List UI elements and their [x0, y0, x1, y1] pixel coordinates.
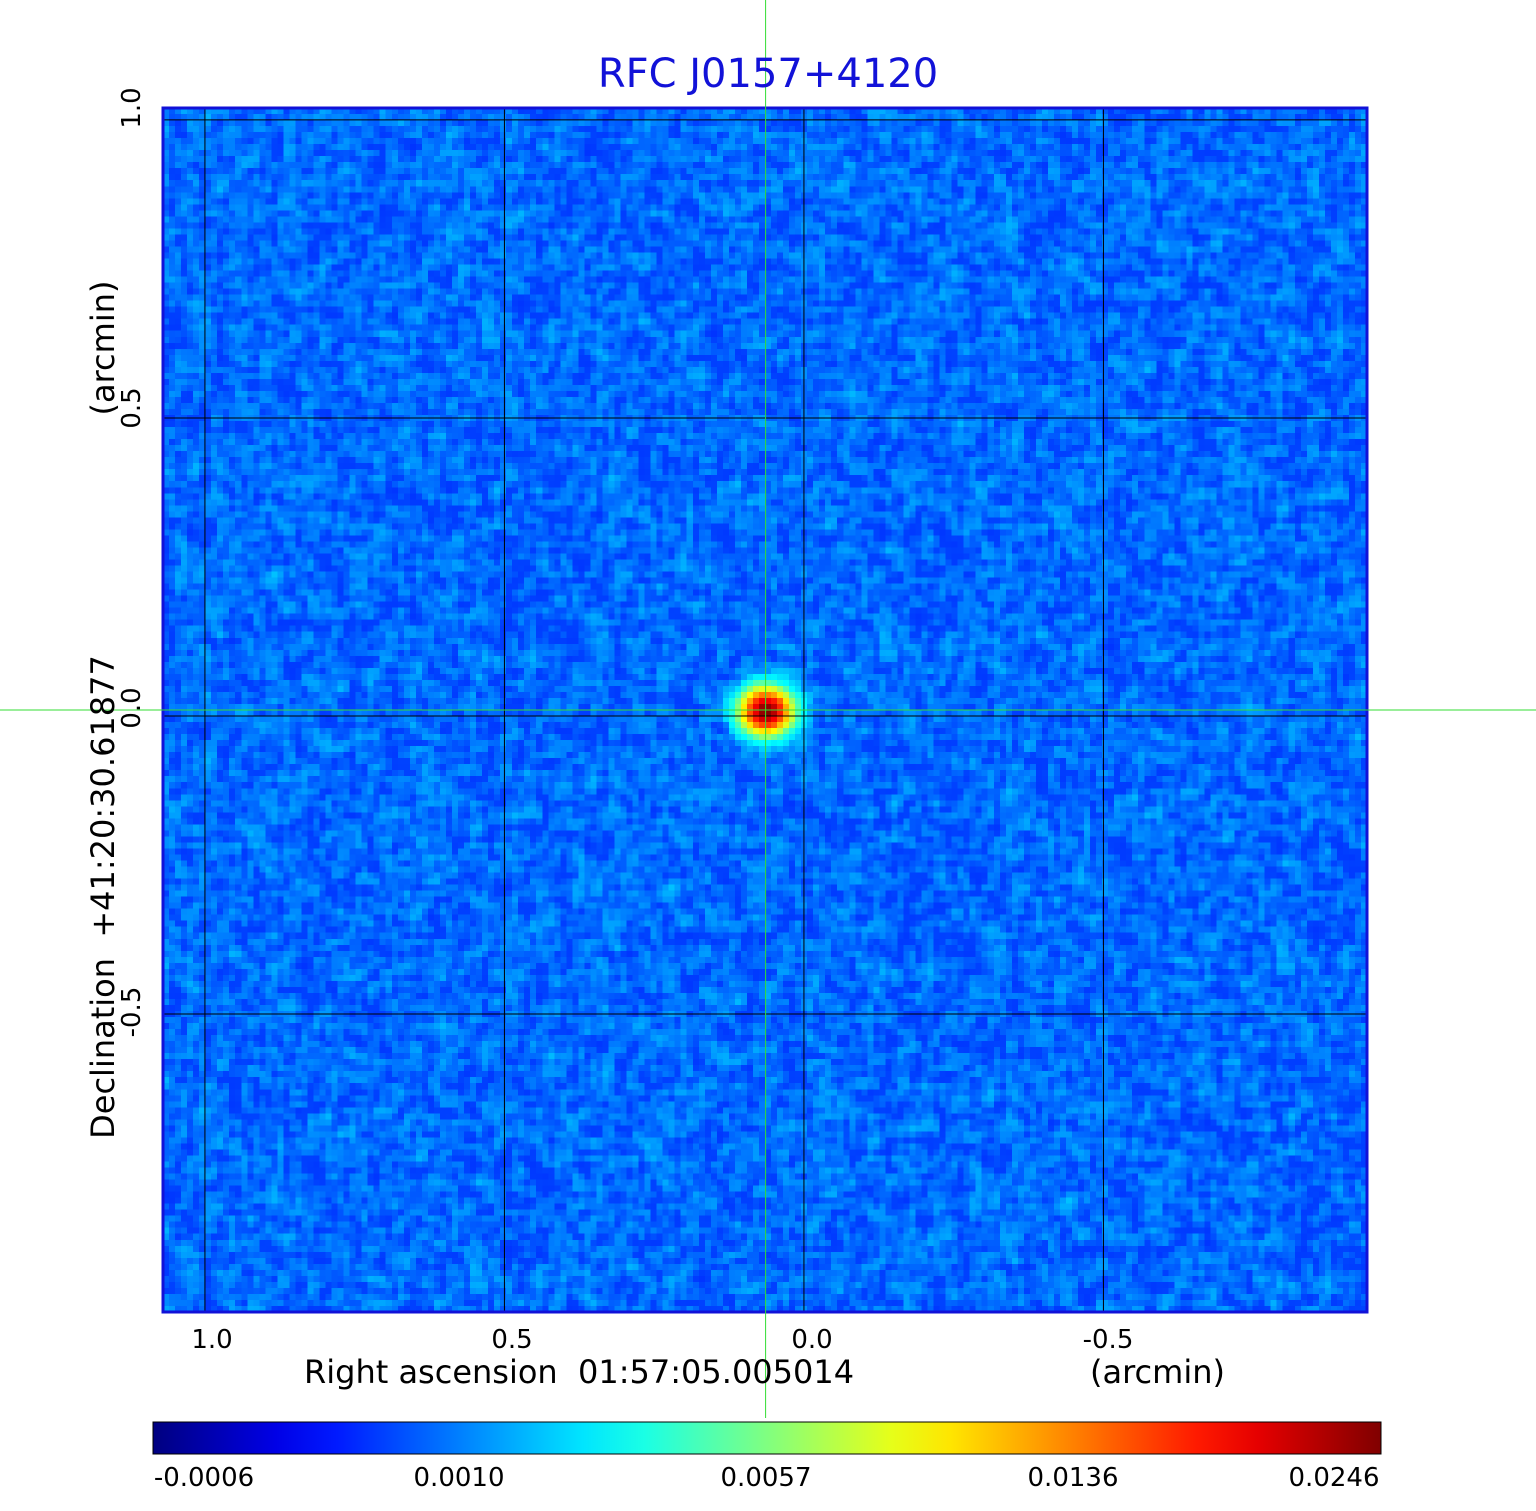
y-axis-title: Declination +41:20:30.61877 — [84, 655, 122, 1139]
colorbar — [152, 1421, 1382, 1455]
colorbar-tick-label: 0.0246 — [1288, 1463, 1380, 1493]
colorbar-tick-label: 0.0136 — [1027, 1463, 1119, 1493]
x-axis-title: Right ascension 01:57:05.005014 — [304, 1353, 855, 1391]
x-axis-unit: (arcmin) — [1090, 1353, 1225, 1391]
y-axis-unit: (arcmin) — [84, 280, 122, 416]
colorbar-tick-label: 0.0010 — [413, 1463, 505, 1493]
x-tick-label: 0.0 — [791, 1325, 833, 1355]
chart-title: RFC J0157+4120 — [597, 51, 939, 97]
colorbar-tick-label: 0.0057 — [720, 1463, 812, 1493]
x-tick-label: 1.0 — [191, 1325, 233, 1355]
colorbar-tick-label: -0.0006 — [153, 1463, 255, 1493]
x-tick-label: 0.5 — [491, 1325, 533, 1355]
x-tick-label: -0.5 — [1082, 1325, 1134, 1355]
y-tick-label: 1.0 — [117, 87, 147, 129]
